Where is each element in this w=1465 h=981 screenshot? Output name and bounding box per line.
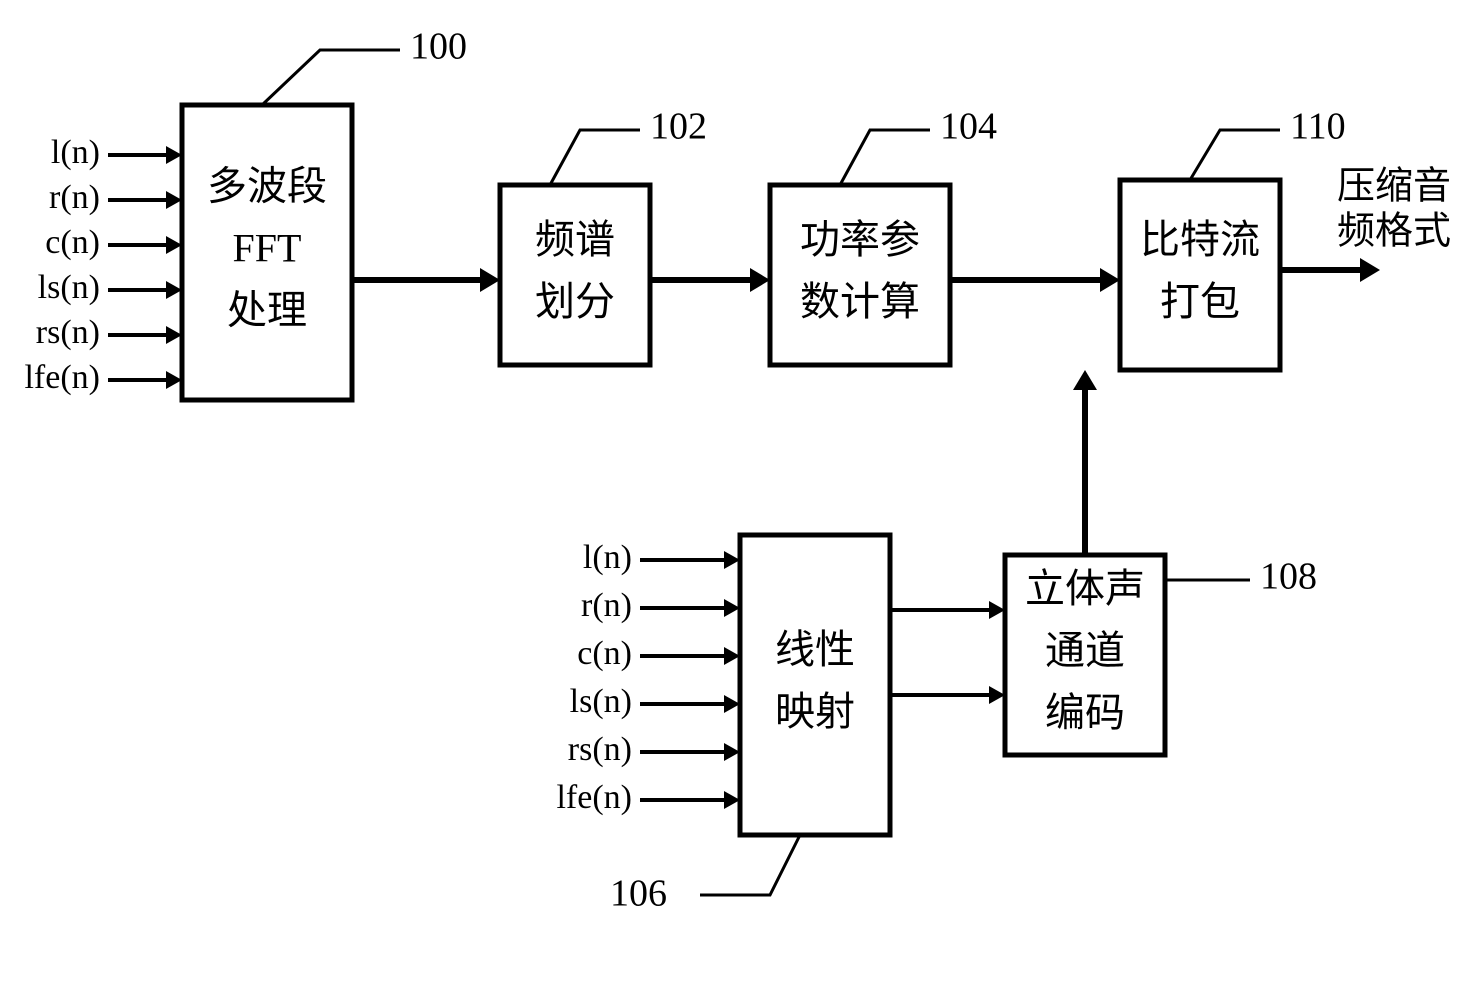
node-bitstream-text-1: 打包 (1160, 279, 1240, 324)
node-fft-leader (262, 50, 400, 105)
node-stereo-text-1: 通道 (1045, 628, 1125, 673)
arrowhead (1360, 258, 1380, 282)
input-label-rn: r(n) (581, 587, 632, 624)
input-label-ln: l(n) (583, 539, 632, 576)
input-label-lfen: lfe(n) (556, 779, 632, 816)
node-linear-text-0: 线性 (775, 627, 855, 672)
arrowhead (1073, 370, 1097, 390)
node-spectrum-text-1: 划分 (535, 279, 615, 324)
input-label-lsn: ls(n) (570, 683, 632, 720)
node-fft-text-1: FFT (233, 226, 302, 271)
node-bitstream-text-0: 比特流 (1140, 217, 1260, 262)
node-stereo-number: 108 (1260, 556, 1317, 598)
node-power-text-0: 功率参 (800, 217, 920, 262)
input-label-ln: l(n) (51, 134, 100, 171)
input-label-lfen: lfe(n) (24, 359, 100, 396)
node-linear-leader (700, 835, 800, 895)
node-linear-box (740, 535, 890, 835)
input-label-lsn: ls(n) (38, 269, 100, 306)
node-stereo-text-0: 立体声 (1025, 566, 1145, 611)
node-linear: 线性映射 (740, 535, 890, 835)
node-power-box (770, 185, 950, 365)
input-label-cn: c(n) (577, 635, 632, 672)
node-spectrum-box (500, 185, 650, 365)
input-label-rsn: rs(n) (568, 731, 632, 768)
node-spectrum: 频谱划分 (500, 185, 650, 365)
input-label-rn: r(n) (49, 179, 100, 216)
node-spectrum-number: 102 (650, 106, 707, 148)
node-fft-text-0: 多波段 (207, 164, 327, 209)
output-label-1: 频格式 (1337, 211, 1451, 253)
node-power-text-1: 数计算 (800, 279, 920, 324)
arrowhead (1100, 268, 1120, 292)
input-label-cn: c(n) (45, 224, 100, 261)
arrowhead (750, 268, 770, 292)
input-label-rsn: rs(n) (36, 314, 100, 351)
node-linear-number: 106 (610, 873, 667, 915)
node-fft-text-2: 处理 (227, 288, 307, 333)
node-stereo: 立体声通道编码 (1005, 555, 1165, 755)
output-label-0: 压缩音 (1337, 166, 1451, 208)
node-power-leader (840, 130, 930, 185)
node-fft: 多波段 FFT 处理 (182, 105, 352, 400)
arrowhead (480, 268, 500, 292)
node-bitstream-box (1120, 180, 1280, 370)
node-bitstream: 比特流打包 (1120, 180, 1280, 370)
node-linear-text-1: 映射 (775, 689, 855, 734)
node-spectrum-text-0: 频谱 (535, 217, 615, 262)
node-bitstream-number: 110 (1290, 106, 1346, 148)
node-stereo-text-2: 编码 (1045, 690, 1125, 735)
node-power: 功率参数计算 (770, 185, 950, 365)
node-power-number: 104 (940, 106, 997, 148)
node-spectrum-leader (550, 130, 640, 185)
node-bitstream-leader (1190, 130, 1280, 180)
node-fft-number: 100 (410, 26, 467, 68)
